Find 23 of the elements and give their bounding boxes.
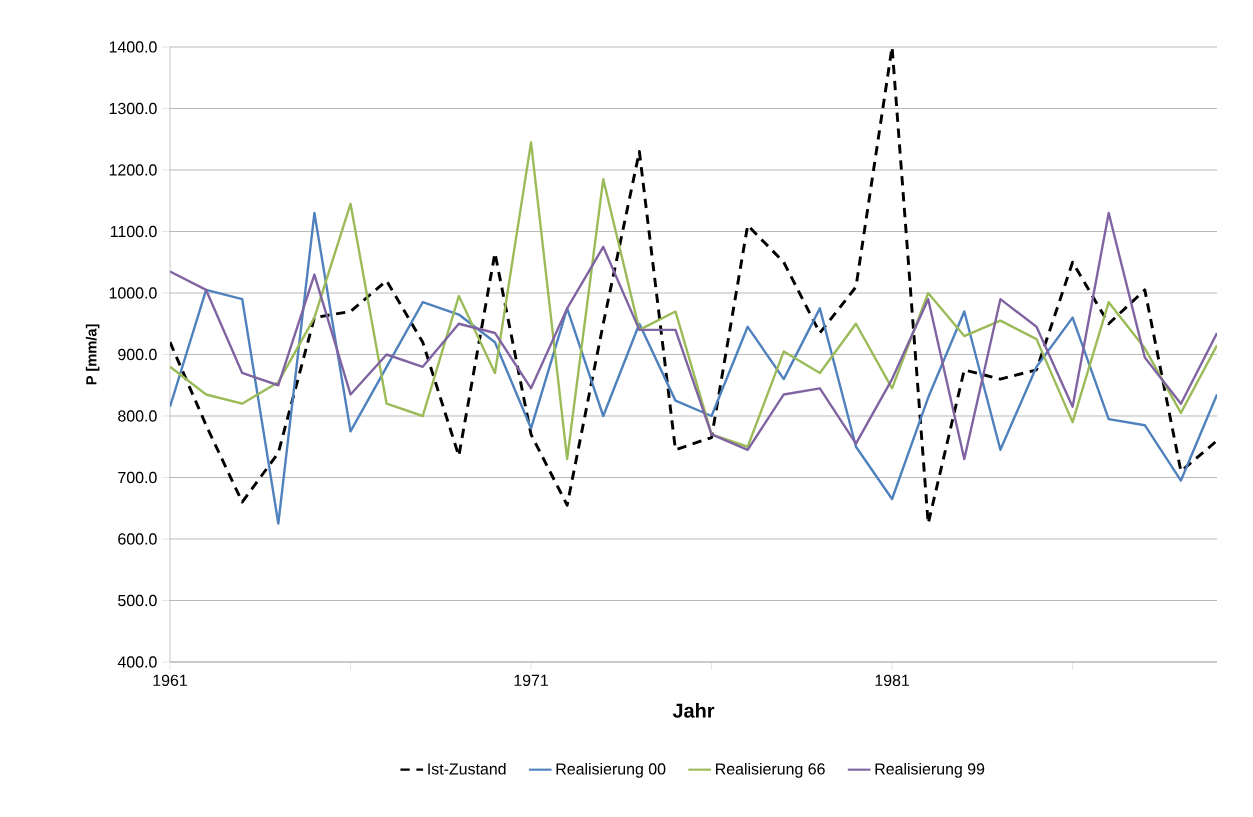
legend-label: Realisierung 66 — [716, 762, 825, 778]
x-tick-label: 1981 — [875, 674, 910, 686]
legend-label: Realisierung 00 — [556, 762, 666, 778]
y-tick-label: 1400.0 — [109, 41, 157, 53]
x-axis-title: Jahr — [672, 703, 715, 718]
line-series — [170, 211, 1218, 461]
y-tick-label: 1000.0 — [109, 287, 157, 299]
x-tick-label: 1961 — [153, 674, 187, 686]
y-tick-label: 400.0 — [117, 656, 157, 668]
legend-label: Ist-Zustand — [428, 762, 506, 775]
line-series — [170, 211, 1218, 525]
y-axis-title: P [mm/a] — [85, 324, 100, 385]
x-tick-label: 1971 — [514, 674, 548, 686]
y-tick-label: 1100.0 — [110, 225, 157, 238]
line-series — [170, 141, 1218, 461]
y-tick-label: 700.0 — [118, 471, 157, 484]
y-tick-label: 600.0 — [118, 533, 157, 545]
y-tick-label: 900.0 — [118, 348, 157, 361]
y-tick-label: 1300.0 — [109, 102, 157, 115]
y-tick-label: 800.0 — [118, 410, 157, 422]
legend-label: Realisierung 99 — [875, 762, 985, 778]
y-tick-label: 500.0 — [118, 594, 157, 607]
y-tick-label: 1200.0 — [109, 164, 157, 176]
